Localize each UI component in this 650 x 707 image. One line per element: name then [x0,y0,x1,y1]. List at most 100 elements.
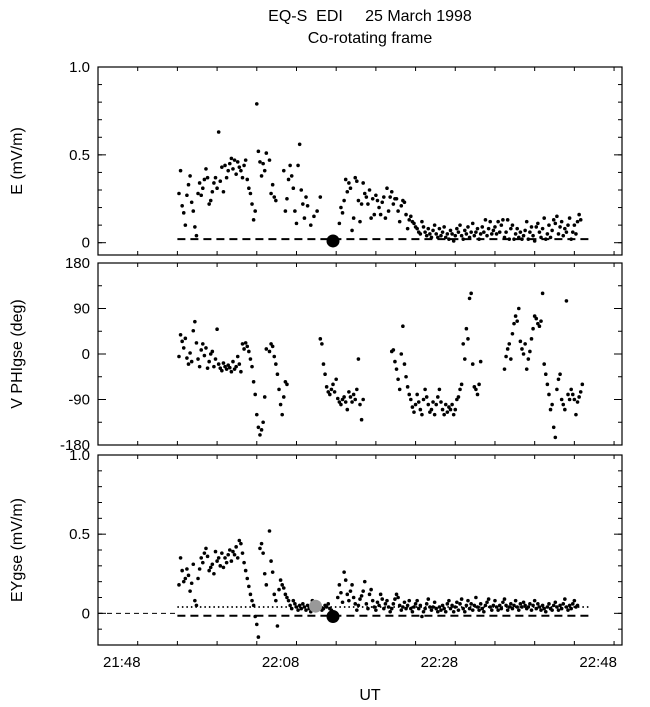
data-point [505,218,510,222]
data-point [350,400,354,404]
data-point [259,428,264,432]
data-point [439,233,443,238]
data-point [375,600,380,605]
data-point [478,359,483,364]
data-point [507,342,512,346]
data-point [220,368,224,373]
data-point [447,598,451,603]
data-point [391,202,396,206]
data-point [388,195,392,199]
data-point [239,369,243,374]
data-point [570,602,575,606]
data-point [267,349,272,354]
data-point [374,193,378,198]
data-point [262,571,267,576]
data-point [240,342,245,346]
data-point [566,392,570,397]
data-point [253,614,257,619]
data-point [483,603,488,608]
data-point [345,407,350,412]
data-point [482,230,486,234]
data-point [337,583,342,587]
data-point [489,232,494,236]
data-point [515,605,519,609]
data-point [402,200,407,205]
data-point [281,586,286,590]
data-point [450,402,454,407]
panel-frame [97,66,623,256]
data-point [551,425,556,430]
data-point [359,594,364,598]
data-point [220,551,224,555]
data-point [205,554,210,559]
data-point [253,392,257,397]
data-point [256,635,261,639]
data-point [453,605,458,609]
data-point [280,412,284,417]
data-point [283,209,288,213]
data-point [348,186,353,191]
data-point [442,412,446,417]
data-point [189,359,194,364]
data-point [456,230,461,234]
data-point [351,216,356,220]
data-point [505,347,510,351]
data-point [509,226,513,231]
data-point [386,605,391,609]
data-point [572,598,577,603]
data-point [223,163,227,168]
data-point [242,163,246,168]
data-point [232,158,237,162]
data-point [409,397,413,402]
plot-panels: 0 0.5 1.0 E (mV/m) -180 -90 0 90 180 V PHIgse (de… [9,59,623,671]
data-point [385,186,389,191]
data-point [197,181,202,185]
data-point [205,175,210,180]
data-point [431,605,435,609]
data-point [237,362,242,366]
data-point [367,188,372,192]
data-point [423,606,427,611]
data-point [418,407,423,412]
data-point [345,592,350,597]
data-point [210,562,215,567]
data-point [556,377,561,382]
data-point [240,551,245,555]
data-point [191,562,196,567]
data-point [227,365,232,370]
data-point [570,392,575,397]
data-point [429,407,434,412]
data-point [550,402,554,407]
data-point [529,608,534,612]
data-point [580,382,585,387]
data-point [543,237,548,241]
data-point [436,395,440,399]
data-point [227,161,232,166]
data-point [558,372,562,377]
data-point [264,583,269,587]
data-point [342,198,346,203]
data-point [563,226,567,231]
data-point [204,546,208,551]
data-point [348,395,353,399]
data-point [540,226,545,231]
data-point [356,603,361,608]
data-point [405,603,410,608]
data-point [445,410,450,414]
data-point [418,232,423,236]
data-point [362,191,367,196]
data-point [221,565,226,570]
data-point [472,233,477,238]
data-point [397,219,402,224]
data-point [199,348,204,352]
data-point [385,598,389,603]
data-point [497,603,502,608]
data-point [566,223,570,227]
data-point [556,232,561,236]
data-point [358,219,362,224]
data-point [451,412,456,417]
data-point [548,407,553,412]
data-point [536,602,540,606]
data-point [204,167,208,171]
data-point [321,606,326,611]
